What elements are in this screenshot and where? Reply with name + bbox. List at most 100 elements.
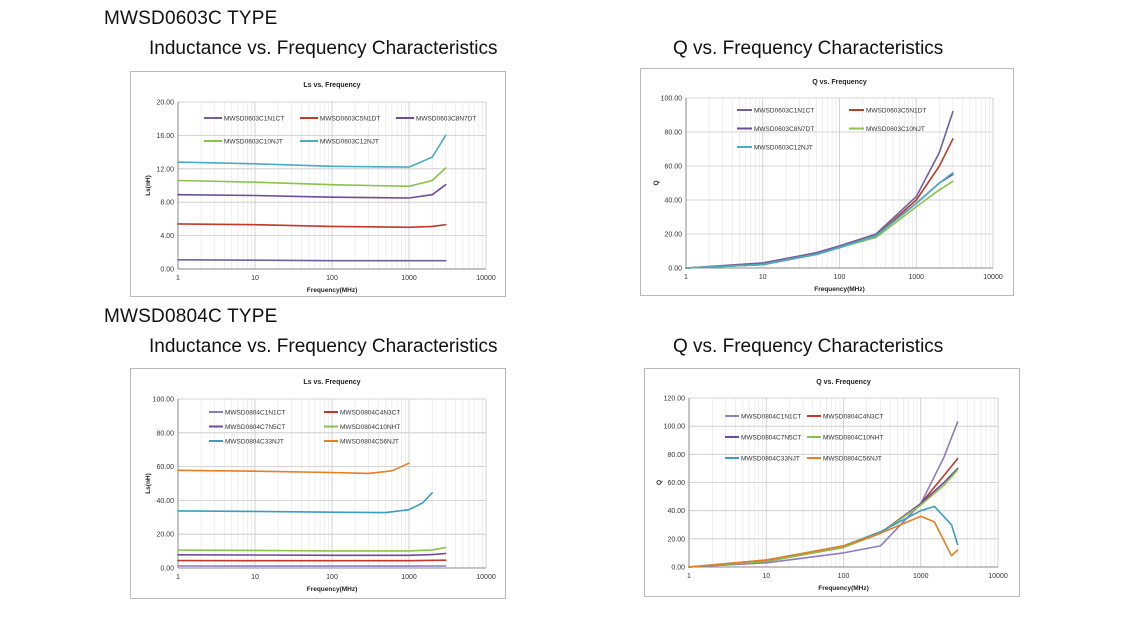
q-0603-y-tick-label: 60.00: [664, 164, 682, 171]
ls-0804-y-tick-label: 20.00: [156, 532, 174, 539]
ls-0804-series-line-6: [177, 462, 410, 475]
ls-0603-legend-label: MWSD0603C8N7DT: [416, 115, 476, 122]
ls-0804-legend-label: MWSD0804C33NJT: [225, 438, 284, 445]
q-0804-x-tick-label: 10000: [988, 573, 1008, 580]
ls-chart-0603: 1 10 100 1000 10000 0.00 4.00 8.00 12.00 16.00 20.…: [130, 71, 506, 297]
ls-0603-series-line-4: [177, 167, 447, 188]
ls-0603-x-tick-label: 10000: [476, 275, 496, 282]
ls-0603-series-line-5: [177, 134, 447, 168]
q-0804-y-tick-label: 0.00: [671, 565, 685, 572]
ls-0603-x-tick-label: 100: [326, 275, 338, 282]
q-0804-legend-label: MWSD0804C10NHT: [823, 434, 883, 441]
q-0804-legend-label: MWSD0804C7N5CT: [741, 434, 801, 441]
q-0804-x-tick-label: 1000: [913, 573, 929, 580]
ls-0804-legend-label: MWSD0804C1N1CT: [225, 409, 285, 416]
ls-0804-series-line-4: [177, 546, 447, 552]
q-0804-y-tick-label: 40.00: [667, 508, 685, 515]
section-2-type-label: MWSD0804C TYPE: [104, 306, 278, 327]
ls-0603-y-tick-label: 0.00: [160, 267, 174, 274]
q-chart-0804-svg: 1 10 100 1000 10000 0.00 20.00 40.00 60.00 80.00 1…: [656, 379, 1008, 592]
ls-0804-y-tick-label: 80.00: [156, 430, 174, 437]
q-0804-legend-label: MWSD0804C4N3CT: [823, 413, 883, 420]
q-0603-y-tick-label: 0.00: [668, 266, 682, 273]
ls-0804-x-tick-label: 10000: [476, 574, 496, 581]
q-0804-x-tick-label: 10: [762, 573, 770, 580]
ls-0603-y-tick-label: 20.00: [156, 100, 174, 107]
ls-0804-series-line-2: [177, 559, 447, 562]
ls-0804-series-line-3: [177, 552, 447, 557]
q-0603-legend-label: MWSD0603C5N1DT: [866, 107, 926, 114]
q-0603-legend-label: MWSD0603C10NJT: [866, 126, 925, 133]
q-0603-x-tick-label: 1000: [908, 274, 924, 281]
ls-0804-x-tick-label: 10: [251, 574, 259, 581]
q-0603-x-tick-label: 1: [684, 274, 688, 281]
q-0804-series-line-1: [688, 421, 959, 568]
ls-0603-y-tick-label: 4.00: [160, 233, 174, 240]
ls-0804-legend-label: MWSD0804C4N3CT: [340, 409, 400, 416]
ls-0804-legend-label: MWSD0804C7N5CT: [225, 424, 285, 431]
ls-0603-y-tick-label: 16.00: [156, 133, 174, 140]
ls-0603-y-axis-title: Ls(nH): [145, 175, 152, 196]
ls-0603-legend-label: MWSD0603C10NJT: [224, 138, 283, 145]
ls-0804-y-tick-label: 100.00: [153, 397, 175, 404]
ls-0804-chart-title: Ls vs. Frequency: [303, 379, 360, 386]
q-0603-legend-label: MWSD0603C12NJT: [754, 144, 813, 151]
ls-0603-x-axis-title: Frequency(MHz): [307, 287, 358, 294]
ls-0804-y-axis-title: Ls(nH): [145, 473, 152, 494]
q-chart-0804: 1 10 100 1000 10000 0.00 20.00 40.00 60.00 80.00 1…: [644, 368, 1020, 597]
ls-0804-legend-label: MWSD0804C56NJT: [340, 438, 399, 445]
section-2-right-heading: Q vs. Frequency Characteristics: [673, 336, 944, 357]
q-0603-series-line-5: [685, 172, 954, 269]
ls-0603-y-tick-label: 12.00: [156, 166, 174, 173]
ls-0603-series-line-3: [177, 183, 447, 199]
section-1-left-heading: Inductance vs. Frequency Characteristics: [149, 38, 498, 59]
q-0603-x-tick-label: 100: [834, 274, 846, 281]
q-0804-series-line-6: [688, 515, 959, 568]
q-0804-legend-label: MWSD0804C33NJT: [741, 455, 800, 462]
ls-0603-series-line-1: [177, 259, 447, 262]
ls-0603-legend-label: MWSD0603C12NJT: [320, 138, 379, 145]
q-0603-legend-label: MWSD0603C1N1CT: [754, 107, 814, 114]
ls-0603-x-tick-label: 10: [251, 275, 259, 282]
ls-0603-legend-label: MWSD0603C5N1DT: [320, 115, 380, 122]
ls-0804-y-tick-label: 40.00: [156, 498, 174, 505]
q-chart-0603: 1 10 100 1000 10000 0.00 20.00 40.00 60.00 80.00 1…: [640, 68, 1014, 296]
q-0603-y-tick-label: 80.00: [664, 130, 682, 137]
section-2-left-heading: Inductance vs. Frequency Characteristics: [149, 336, 498, 357]
q-0804-y-axis-title: Q: [656, 480, 663, 485]
q-0804-chart-title: Q vs. Frequency: [816, 379, 871, 386]
ls-0804-series-line-5: [177, 492, 434, 514]
q-0804-legend-label: MWSD0804C1N1CT: [741, 413, 801, 420]
q-0804-x-tick-label: 1: [687, 573, 691, 580]
ls-0804-y-tick-label: 0.00: [160, 566, 174, 573]
ls-0603-x-tick-label: 1000: [401, 275, 417, 282]
q-0603-x-axis-title: Frequency(MHz): [814, 286, 865, 293]
section-1-type-label: MWSD0603C TYPE: [104, 8, 278, 29]
q-0603-legend-label: MWSD0603C8N7DT: [754, 126, 814, 133]
q-0804-x-axis-title: Frequency(MHz): [818, 585, 869, 592]
q-0804-legend-label: MWSD0804C56NJT: [823, 455, 882, 462]
ls-chart-0804: 1 10 100 1000 10000 0.00 20.00 40.00 60.00 80.00 1…: [130, 368, 506, 599]
q-0804-x-tick-label: 100: [838, 573, 850, 580]
ls-0603-series-line-2: [177, 223, 447, 229]
q-0603-y-tick-label: 20.00: [664, 232, 682, 239]
q-0804-y-tick-label: 100.00: [664, 424, 686, 431]
q-chart-0603-svg: 1 10 100 1000 10000 0.00 20.00 40.00 60.00 80.00 1…: [653, 79, 1003, 293]
q-0804-y-tick-label: 60.00: [667, 480, 685, 487]
q-0804-y-tick-label: 80.00: [667, 452, 685, 459]
q-0603-y-axis-title: Q: [653, 180, 660, 185]
q-0804-y-tick-label: 20.00: [667, 536, 685, 543]
q-0603-x-tick-label: 10000: [983, 274, 1003, 281]
q-0804-y-tick-label: 120.00: [664, 396, 686, 403]
ls-0603-y-tick-label: 8.00: [160, 200, 174, 207]
ls-chart-0603-svg: 1 10 100 1000 10000 0.00 4.00 8.00 12.00 16.00 20.…: [145, 82, 496, 294]
q-0603-chart-title: Q vs. Frequency: [812, 79, 867, 86]
ls-0804-x-tick-label: 100: [326, 574, 338, 581]
ls-0804-x-tick-label: 1000: [401, 574, 417, 581]
ls-0804-legend-label: MWSD0804C10NHT: [340, 424, 400, 431]
q-0603-x-tick-label: 10: [759, 274, 767, 281]
ls-0804-y-tick-label: 60.00: [156, 464, 174, 471]
q-0603-series-line-1: [685, 110, 954, 269]
ls-0804-x-axis-title: Frequency(MHz): [307, 586, 358, 593]
section-1-right-heading: Q vs. Frequency Characteristics: [673, 38, 944, 59]
